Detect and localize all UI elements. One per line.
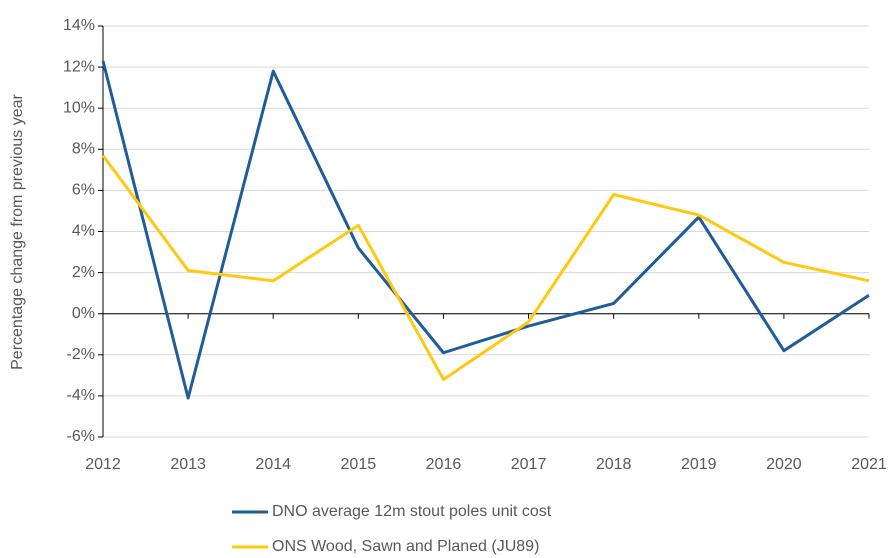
y-tick-label: 8% (72, 141, 95, 158)
y-tick-label: 14% (63, 17, 95, 34)
x-tick-label: 2019 (681, 456, 717, 473)
x-tick-label: 2014 (255, 456, 291, 473)
y-tick-label: 6% (72, 182, 95, 199)
y-axis-label: Percentage change from previous year (9, 93, 26, 369)
x-tick-label: 2021 (851, 456, 887, 473)
x-tick-label: 2013 (170, 456, 206, 473)
y-tick-label: 12% (63, 58, 95, 75)
y-tick-label: 0% (72, 305, 95, 322)
x-tick-label: 2017 (511, 456, 547, 473)
y-tick-label: -2% (67, 346, 95, 363)
y-tick-label: 10% (63, 99, 95, 116)
y-tick-label: -4% (67, 387, 95, 404)
series-line (101, 60, 870, 400)
legend-label: ONS Wood, Sawn and Planed (JU89) (272, 538, 539, 555)
x-tick-label: 2015 (341, 456, 377, 473)
y-tick-label: 4% (72, 223, 95, 240)
x-tick-label: 2020 (766, 456, 802, 473)
x-tick-label: 2012 (85, 456, 121, 473)
y-tick-label: -6% (67, 428, 95, 445)
x-tick-label: 2018 (596, 456, 632, 473)
y-tick-label: 2% (72, 264, 95, 281)
series-line (101, 154, 870, 381)
legend-label: DNO average 12m stout poles unit cost (272, 503, 552, 520)
x-tick-label: 2016 (426, 456, 462, 473)
